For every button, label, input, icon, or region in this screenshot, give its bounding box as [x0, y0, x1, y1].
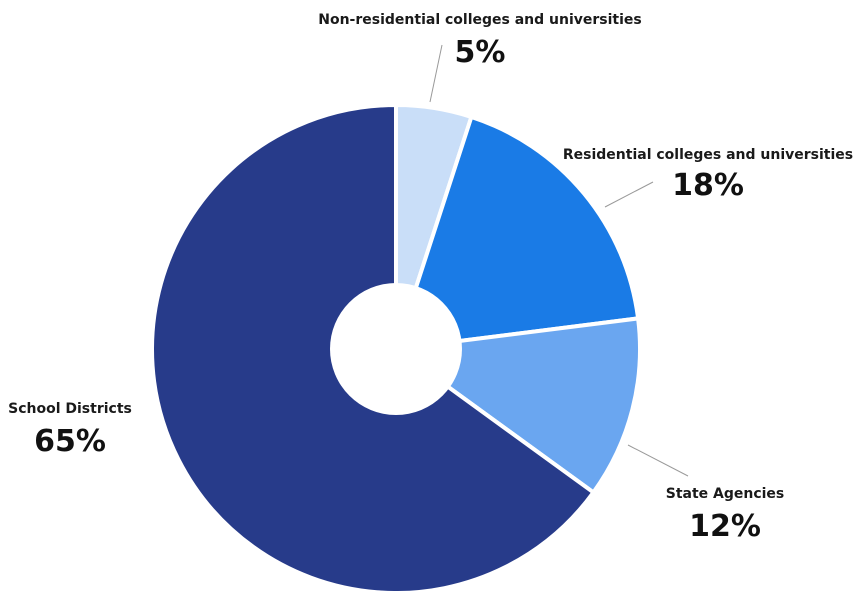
value-label-non-residential-colleges: 5%: [455, 35, 506, 70]
leader-line-state-agencies: [627, 444, 689, 477]
leader-lines: [429, 44, 689, 477]
slice-residential-colleges: [393, 114, 641, 352]
value-label-school-districts: 65%: [34, 424, 106, 459]
category-label-state-agencies: State Agencies: [666, 486, 785, 502]
value-label-residential-colleges: 18%: [672, 168, 744, 203]
category-label-residential-colleges: Residential colleges and universities: [563, 147, 853, 163]
category-label-non-residential-colleges: Non-residential colleges and universitie…: [318, 12, 642, 28]
leader-line-residential-colleges: [604, 181, 654, 208]
category-label-school-districts: School Districts: [8, 401, 132, 417]
leader-line-non-residential-colleges: [429, 44, 443, 103]
donut-hole: [330, 283, 462, 415]
value-label-state-agencies: 12%: [689, 509, 761, 544]
chart-labels: Non-residential colleges and universitie…: [8, 12, 853, 544]
